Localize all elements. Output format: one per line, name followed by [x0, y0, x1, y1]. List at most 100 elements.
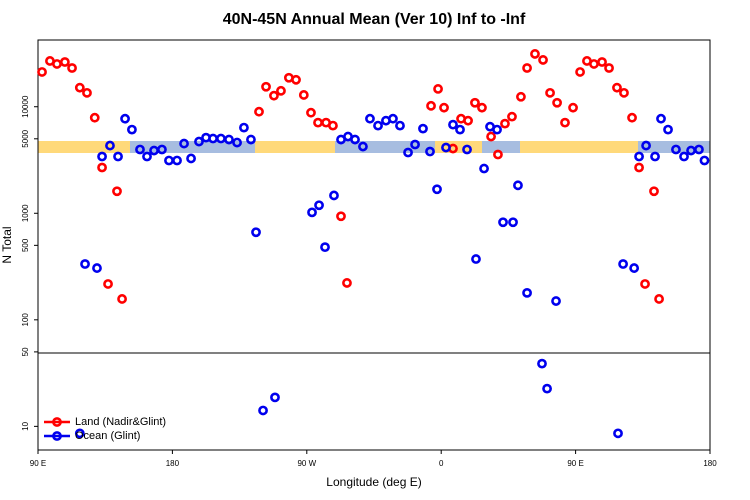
point	[388, 113, 398, 124]
point	[492, 124, 502, 135]
point	[640, 279, 650, 289]
point	[641, 140, 651, 151]
point	[329, 190, 339, 201]
point	[589, 59, 599, 69]
y-axis-label: N Total	[0, 226, 14, 263]
point	[530, 49, 540, 59]
point	[542, 383, 552, 394]
point	[74, 82, 85, 93]
point	[59, 57, 70, 67]
point	[172, 155, 182, 166]
point	[486, 131, 496, 142]
point	[597, 57, 607, 67]
ocean-band	[482, 141, 520, 153]
point	[612, 82, 622, 93]
point	[37, 67, 47, 77]
point	[105, 140, 115, 151]
point	[254, 106, 264, 117]
chart-title: 40N-45N Annual Mean (Ver 10) Inf to -Inf	[223, 11, 526, 28]
point	[313, 117, 323, 128]
point	[441, 142, 451, 153]
point	[74, 428, 85, 439]
point	[80, 259, 90, 269]
legend-marker	[52, 417, 62, 427]
point	[97, 151, 107, 162]
y-tick-label: 100	[21, 313, 30, 327]
legend-marker	[52, 431, 62, 441]
plot-frame	[37, 39, 711, 451]
x-tick-label: 180	[166, 459, 180, 468]
point	[604, 63, 614, 73]
point	[194, 136, 204, 147]
point	[258, 405, 268, 416]
point	[269, 90, 279, 101]
x-tick-label: 180	[703, 459, 717, 468]
point	[618, 259, 628, 269]
point	[575, 67, 585, 77]
point	[522, 287, 532, 298]
point	[507, 111, 517, 122]
point	[679, 151, 689, 162]
point	[498, 217, 508, 228]
point	[629, 263, 640, 273]
point	[208, 133, 218, 144]
point	[694, 144, 704, 155]
y-tick-label: 10	[21, 421, 30, 430]
point	[432, 184, 442, 195]
point	[261, 81, 271, 92]
point	[656, 113, 666, 124]
point	[654, 294, 664, 304]
point	[650, 151, 660, 162]
x-tick-label: 0	[439, 459, 444, 468]
point	[479, 163, 489, 174]
point	[298, 90, 309, 100]
point	[538, 55, 548, 65]
y-tick-label: 5000	[21, 129, 30, 147]
point	[552, 97, 562, 108]
point	[439, 102, 449, 113]
x-tick-label: 90 W	[297, 459, 316, 468]
point	[634, 162, 644, 173]
point	[462, 144, 472, 155]
point	[350, 134, 360, 145]
point	[463, 115, 473, 126]
point	[455, 124, 465, 135]
point	[113, 151, 123, 162]
ocean-band	[130, 141, 255, 153]
point	[551, 296, 561, 306]
y-tick-label: 500	[21, 238, 30, 252]
point	[627, 112, 637, 123]
point	[117, 294, 127, 304]
point	[493, 149, 503, 160]
point	[663, 124, 673, 135]
point	[410, 139, 420, 150]
point	[92, 263, 102, 273]
point	[477, 102, 487, 113]
point	[545, 87, 555, 98]
point	[103, 279, 113, 289]
point	[448, 119, 458, 130]
point	[246, 134, 256, 145]
point	[403, 147, 413, 158]
point	[239, 122, 249, 133]
x-tick-label: 90 E	[567, 459, 583, 468]
point	[336, 211, 346, 222]
x-tick-label: 90 E	[30, 459, 46, 468]
point	[52, 59, 62, 69]
point	[537, 358, 547, 369]
point	[142, 151, 152, 162]
point	[560, 117, 570, 128]
point	[418, 123, 428, 134]
point	[358, 141, 368, 152]
point	[127, 124, 137, 135]
point	[328, 120, 338, 131]
y-tick-label: 50	[21, 347, 30, 356]
point	[508, 217, 518, 228]
point	[634, 151, 644, 162]
point	[307, 207, 317, 218]
point	[619, 87, 629, 98]
point	[425, 146, 435, 157]
point	[320, 242, 330, 253]
point	[232, 137, 242, 148]
